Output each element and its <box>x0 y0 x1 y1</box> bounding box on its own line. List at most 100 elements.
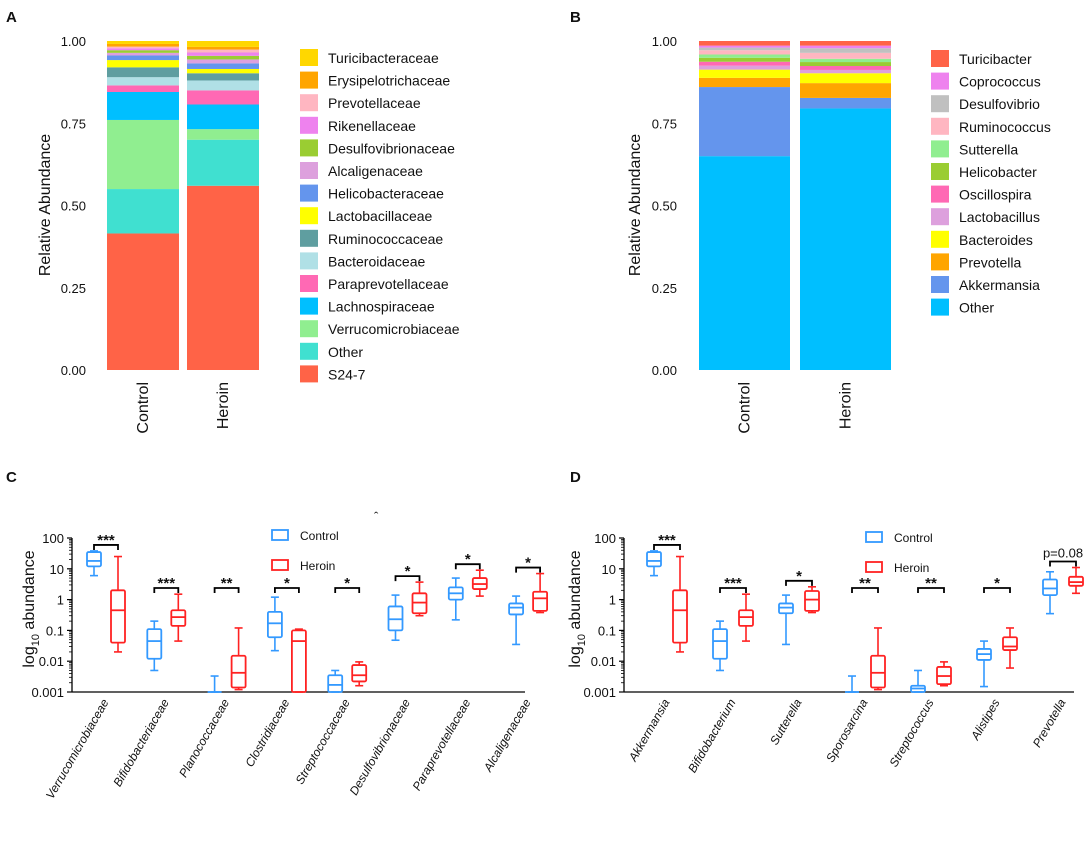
b-legend-label-desulfovibrio: Desulfovibrio <box>959 96 1040 112</box>
b-legend-swatch-other <box>931 298 949 316</box>
a-bar-heroin-paraprevotellaceae <box>187 90 259 105</box>
bracket-line <box>153 587 180 593</box>
a-bar-control-paraprevotellaceae <box>107 85 179 92</box>
a-legend-swatch-other <box>300 342 318 360</box>
b-y-tick-4: 1.00 <box>652 34 677 49</box>
a-legend-label-ruminococcaceae: Ruminococcaceae <box>328 231 443 247</box>
c-box-verrucomicrobiaceae-control <box>86 550 102 577</box>
a-legend-swatch-paraprevotellaceae <box>300 275 318 292</box>
b-legend-swatch-sutterella <box>931 140 949 158</box>
iqr-box <box>266 610 283 639</box>
b-bar-control-bacteroides <box>699 69 790 78</box>
a-legend-label-lachnospiraceae: Lachnospiraceae <box>328 299 435 315</box>
iqr-box <box>532 590 548 612</box>
a-bar-heroin-turicibacteraceae <box>187 41 259 47</box>
a-legend-label-other: Other <box>328 344 363 360</box>
d-y-tick-5: 100 <box>594 531 616 546</box>
a-legend-label-turicibacteraceae: Turicibacteraceae <box>328 50 439 66</box>
a-bar-control-turicibacteraceae <box>107 41 179 44</box>
c-y-tick-5: 100 <box>42 531 64 546</box>
b-legend-label-turicibacter: Turicibacter <box>959 51 1032 67</box>
c-x-label-verrucomicrobiaceae: Verrucomicrobiaceae <box>43 696 112 801</box>
d-sig-label-prevotella: p=0.08 <box>1043 546 1083 561</box>
d-y-tick-1: 0.01 <box>591 654 616 669</box>
a-legend-label-desulfovibrionaceae: Desulfovibrionaceae <box>328 140 455 156</box>
b-legend-swatch-coprococcus <box>931 72 949 90</box>
bracket-line <box>334 587 361 593</box>
a-y-tick-1: 0.25 <box>61 281 86 296</box>
a-legend-swatch-verrucomicrobiaceae <box>300 320 318 338</box>
b-y-tick-1: 0.25 <box>652 281 677 296</box>
a-bar-control-s24-7 <box>107 233 179 370</box>
a-y-tick-0: 0.00 <box>61 363 86 378</box>
b-bar-control-akkermansia <box>699 87 790 157</box>
b-legend-swatch-helicobacter <box>931 163 949 180</box>
a-legend-swatch-lactobacillaceae <box>300 207 318 225</box>
a-legend-swatch-desulfovibrionaceae <box>300 139 318 157</box>
c-box-desulfovibrionaceae-control <box>387 594 404 642</box>
bracket-line <box>1049 560 1077 567</box>
c-sig-bracket-bifidobacteriaceae: *** <box>153 575 180 593</box>
b-bar-heroin-sutterella <box>800 58 891 63</box>
panel-letter-b: B <box>570 9 581 26</box>
d-sig-bracket-sutterella: * <box>785 568 813 586</box>
d-legend-swatch-heroin <box>865 561 883 573</box>
c-box-planococcaceae-control <box>207 675 222 693</box>
c-y-axis-title: log10 abundance <box>21 550 42 667</box>
c-x-label-planococcaceae: Planococcaceae <box>176 696 232 780</box>
c-x-label-paraprevotellaceae: Paraprevotellaceae <box>410 696 474 793</box>
a-legend-swatch-erysipelotrichaceae <box>300 71 318 89</box>
a-bar-heroin-s24-7 <box>187 185 259 370</box>
b-legend-label-oscillospira: Oscillospira <box>959 187 1032 203</box>
d-sig-label-akkermansia: *** <box>658 532 676 549</box>
a-bar-heroin-verrucomicrobiaceae <box>187 129 259 140</box>
iqr-box <box>86 551 102 568</box>
bracket-line <box>653 544 681 550</box>
a-bar-heroin-lachnospiraceae <box>187 104 259 130</box>
a-legend-label-s24-7: S24-7 <box>328 366 366 382</box>
d-sig-bracket-akkermansia: *** <box>653 532 681 550</box>
a-legend-label-lactobacillaceae: Lactobacillaceae <box>328 208 433 224</box>
d-box-sporosarcina-control <box>845 675 859 693</box>
c-box-clostridiaceae-control <box>266 596 283 652</box>
c-box-streptococcaceae-heroin <box>351 661 368 687</box>
c-sig-label-bifidobacteriaceae: *** <box>158 575 176 592</box>
d-legend-label-heroin: Heroin <box>894 561 929 575</box>
c-box-paraprevotellaceae-heroin <box>471 569 488 597</box>
c-x-label-bifidobacteriaceae: Bifidobacteriaceae <box>110 696 172 789</box>
b-bar-heroin-bacteroides <box>800 73 891 84</box>
c-legend-label-control: Control <box>300 529 339 543</box>
a-legend-swatch-helicobacteraceae <box>300 184 318 202</box>
d-x-label-streptococcus: Streptococcus <box>886 697 936 770</box>
d-box-prevotella-control <box>1042 570 1058 615</box>
b-legend-swatch-turicibacter <box>931 50 949 67</box>
d-y-tick-4: 10 <box>602 562 616 577</box>
iqr-box <box>1002 636 1018 651</box>
a-legend-swatch-ruminococcaceae <box>300 229 318 247</box>
d-box-prevotella-heroin <box>1068 566 1084 595</box>
a-bar-control-bacteroidaceae <box>107 77 179 86</box>
d-box-streptococcus-control <box>910 669 926 693</box>
iqr-box <box>646 551 662 568</box>
a-legend-label-alcaligenaceae: Alcaligenaceae <box>328 163 423 179</box>
b-bar-heroin-ruminococcus <box>800 52 891 59</box>
b-legend-swatch-ruminococcus <box>931 117 949 135</box>
a-legend-label-verrucomicrobiaceae: Verrucomicrobiaceae <box>328 321 460 337</box>
a-y-axis-title: Relative Abundance <box>37 134 54 276</box>
b-legend-swatch-prevotella <box>931 253 949 271</box>
d-sig-label-sporosarcina: ** <box>859 575 871 592</box>
bracket-line <box>917 587 945 593</box>
c-box-desulfovibrionaceae-heroin <box>411 581 428 617</box>
b-legend-label-coprococcus: Coprococcus <box>959 74 1041 90</box>
panel-b: B 0.00 0.25 0.50 0.75 1.00 Relative Abundanc… <box>570 9 1051 434</box>
b-bar-control-helicobacter <box>699 57 790 62</box>
b-legend-swatch-lactobacillus <box>931 208 949 226</box>
a-bar-heroin-lactobacillaceae <box>187 68 259 74</box>
c-x-label-streptococcaceae: Streptococcaceae <box>293 696 353 786</box>
b-bar-heroin-prevotella <box>800 83 891 98</box>
b-bar-control-sutterella <box>699 54 790 58</box>
d-sig-bracket-prevotella: p=0.08 <box>1043 546 1083 567</box>
a-bar-heroin-other <box>187 139 259 186</box>
b-bar-control-prevotella <box>699 77 790 88</box>
